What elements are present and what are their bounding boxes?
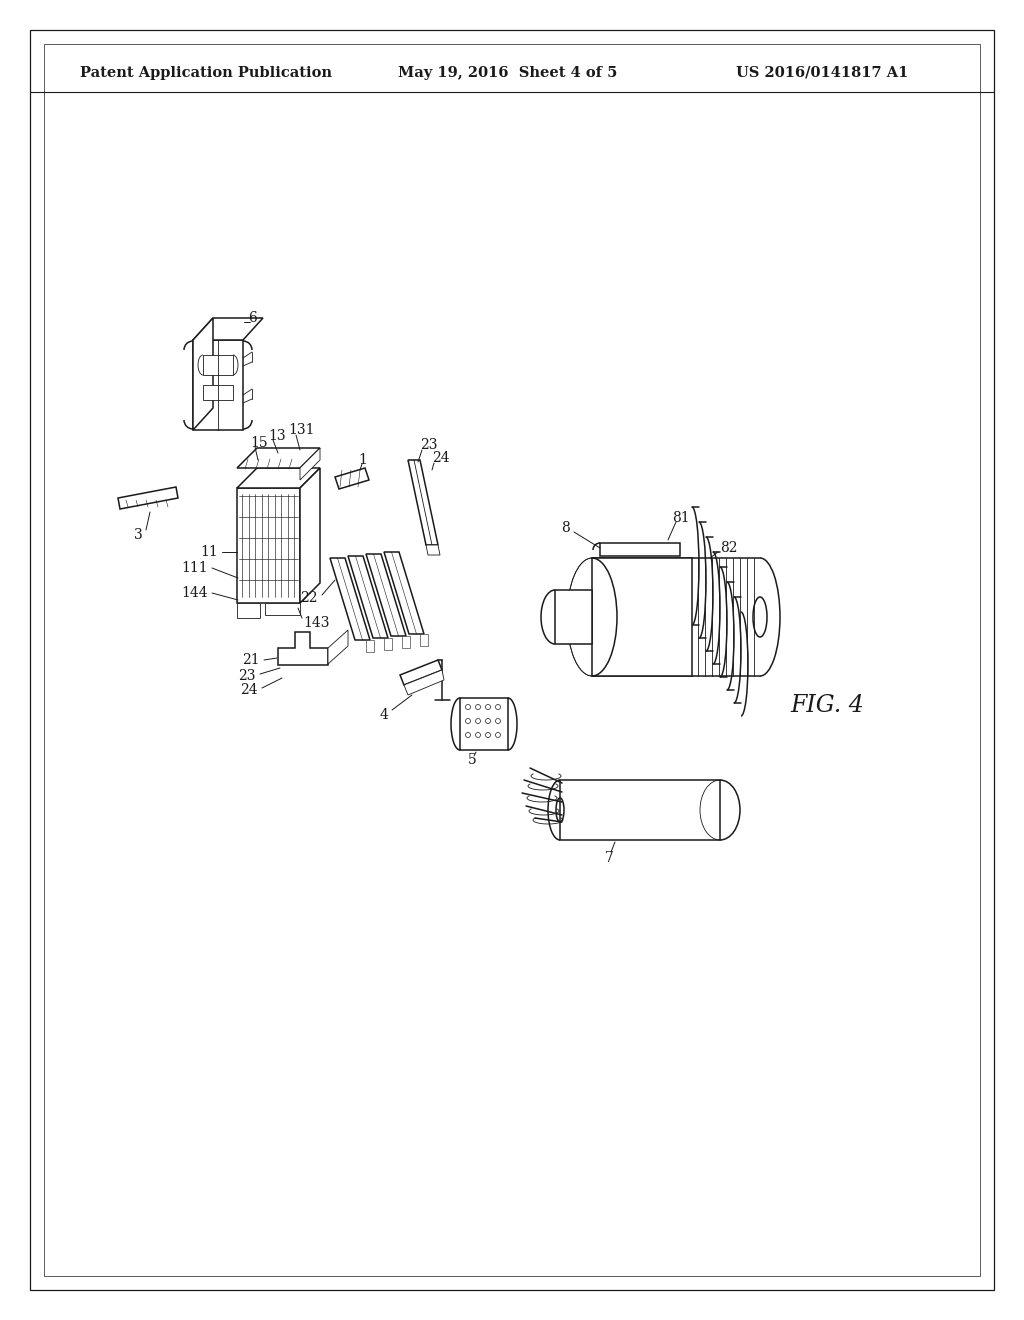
Polygon shape <box>426 545 440 554</box>
Polygon shape <box>408 459 438 545</box>
Text: 21: 21 <box>243 653 260 667</box>
Text: 13: 13 <box>268 429 286 444</box>
Polygon shape <box>237 488 300 603</box>
Polygon shape <box>203 385 233 400</box>
Text: 15: 15 <box>250 436 267 450</box>
Text: 111: 111 <box>181 561 208 576</box>
Polygon shape <box>237 603 260 618</box>
Polygon shape <box>560 780 720 840</box>
Polygon shape <box>330 558 370 640</box>
Polygon shape <box>404 671 444 696</box>
Text: 23: 23 <box>239 669 256 682</box>
Text: 144: 144 <box>181 586 208 601</box>
Polygon shape <box>300 447 319 480</box>
Text: 3: 3 <box>134 528 142 543</box>
Polygon shape <box>335 469 369 488</box>
Text: May 19, 2016  Sheet 4 of 5: May 19, 2016 Sheet 4 of 5 <box>398 66 617 81</box>
Polygon shape <box>384 552 424 634</box>
Text: 143: 143 <box>303 616 330 630</box>
Text: 23: 23 <box>420 438 437 451</box>
Polygon shape <box>300 469 319 603</box>
Text: 11: 11 <box>201 545 218 558</box>
Polygon shape <box>265 603 300 615</box>
Text: 131: 131 <box>288 422 314 437</box>
Polygon shape <box>366 640 374 652</box>
Polygon shape <box>592 558 692 676</box>
Text: 24: 24 <box>241 682 258 697</box>
Text: Patent Application Publication: Patent Application Publication <box>80 66 332 81</box>
Polygon shape <box>384 638 392 649</box>
Polygon shape <box>400 660 442 685</box>
Text: 1: 1 <box>358 453 367 467</box>
Polygon shape <box>420 634 428 645</box>
Text: 24: 24 <box>432 451 450 465</box>
Text: 8: 8 <box>561 521 570 535</box>
Polygon shape <box>118 487 178 510</box>
Polygon shape <box>555 590 592 644</box>
Text: 4: 4 <box>379 708 388 722</box>
Polygon shape <box>402 636 410 648</box>
Polygon shape <box>193 318 213 430</box>
Polygon shape <box>328 630 348 664</box>
Polygon shape <box>193 341 243 430</box>
Polygon shape <box>366 554 406 636</box>
Text: 81: 81 <box>672 511 689 525</box>
Text: US 2016/0141817 A1: US 2016/0141817 A1 <box>736 66 908 81</box>
Polygon shape <box>348 556 388 638</box>
Text: 82: 82 <box>720 541 737 554</box>
Polygon shape <box>193 318 263 341</box>
Text: 7: 7 <box>605 851 613 865</box>
Text: 6: 6 <box>248 312 257 325</box>
Text: 22: 22 <box>300 591 318 605</box>
Polygon shape <box>600 543 680 556</box>
Polygon shape <box>278 632 328 665</box>
Polygon shape <box>203 355 233 375</box>
Polygon shape <box>460 698 508 750</box>
Text: FIG. 4: FIG. 4 <box>790 693 864 717</box>
Text: 5: 5 <box>468 752 477 767</box>
Polygon shape <box>237 447 319 469</box>
Polygon shape <box>237 469 319 488</box>
